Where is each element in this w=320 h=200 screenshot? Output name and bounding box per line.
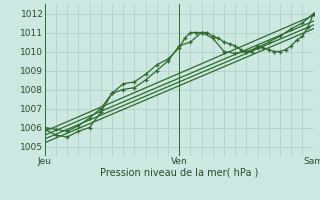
X-axis label: Pression niveau de la mer( hPa ): Pression niveau de la mer( hPa ) — [100, 168, 258, 178]
